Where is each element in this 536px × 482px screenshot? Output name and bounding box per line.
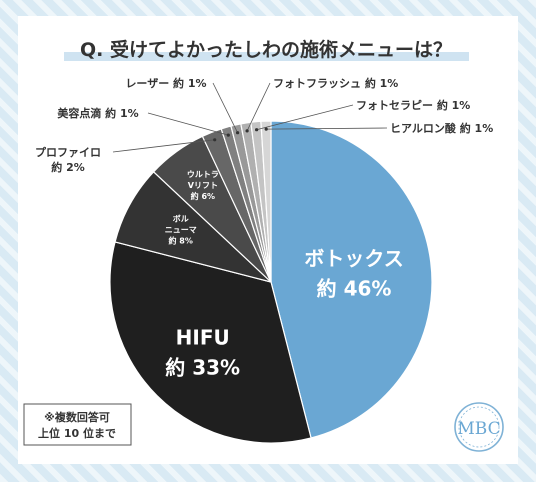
slice-label: プロファイロ <box>35 145 101 159</box>
leader-dot <box>245 129 249 133</box>
slice-value: 約 46% <box>317 277 392 301</box>
leader-dot <box>213 138 217 142</box>
slice-label: HIFU <box>176 325 230 349</box>
slice-label: 美容点滴 約 1% <box>57 106 138 120</box>
slice-label: 約 2% <box>51 160 85 174</box>
pie-slice <box>270 120 433 439</box>
title-underline <box>64 52 469 61</box>
pie-slice <box>260 120 272 283</box>
slice-value: 約 6% <box>191 191 215 201</box>
leader-dot <box>236 131 240 135</box>
slice-label: ボトックス <box>304 247 403 271</box>
chart-card: Q. 受けてよかったしわの施術メニューは？ ボトックス約 46% HIFU 約 33… <box>18 16 518 464</box>
slice-label: Vリフト <box>188 181 218 190</box>
leader-dot <box>255 128 259 132</box>
note-box: ※複数回答可 上位 10 位まで <box>23 403 132 446</box>
logo-text: MBC <box>457 419 500 439</box>
slice-label: ヒアルロン酸 約 1% <box>390 121 493 135</box>
leader-line <box>246 82 271 132</box>
slice-label: ボル <box>173 213 189 223</box>
leader-line <box>212 82 238 133</box>
leader-line <box>112 139 215 153</box>
leader-dot <box>264 127 268 131</box>
leader-line <box>256 104 354 131</box>
slice-label: ニューマ <box>165 225 197 234</box>
leader-line <box>266 127 388 130</box>
slice-label: レーザー 約 1% <box>125 76 206 90</box>
slice-label: フォトフラッシュ 約 1% <box>273 76 398 90</box>
slice-label: ウルトラ <box>187 170 219 179</box>
chart-title: Q. 受けてよかったしわの施術メニューは？ <box>80 38 452 61</box>
slice-label: フォトセラピー 約 1% <box>356 98 470 112</box>
leader-line <box>147 112 229 136</box>
note-line-1: ※複数回答可 <box>44 410 110 424</box>
slice-value: 約 33% <box>165 355 240 379</box>
leader-dot <box>226 133 230 137</box>
note-line-2: 上位 10 位まで <box>38 426 116 440</box>
pie-slice <box>109 241 312 444</box>
mbc-logo: MBC <box>454 402 504 452</box>
slice-value: 約 8% <box>169 235 193 245</box>
